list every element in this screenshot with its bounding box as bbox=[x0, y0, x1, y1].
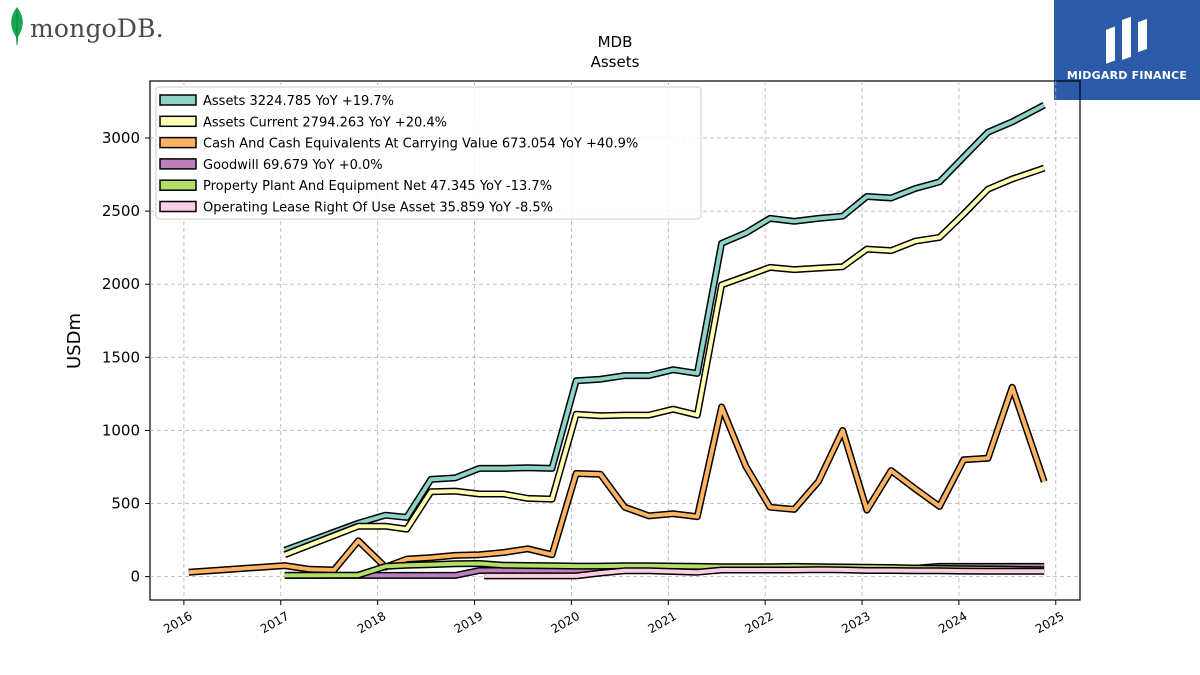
legend-swatch bbox=[159, 115, 197, 128]
series-line-operating-lease-right-of-use-asset bbox=[484, 567, 1045, 578]
mongodb-logo: mongoDB. bbox=[4, 4, 174, 48]
x-tick-label: 2016 bbox=[161, 609, 194, 636]
x-tick-label: 2019 bbox=[452, 609, 485, 636]
legend: Assets 3224.785 YoY +19.7% Assets Current… bbox=[155, 86, 702, 220]
series-line-assets-current bbox=[283, 166, 1045, 557]
y-tick-label: 500 bbox=[111, 495, 140, 513]
midgard-finance-logo: MIDGARD FINANCE bbox=[1054, 0, 1200, 100]
y-tick-label: 2500 bbox=[102, 202, 140, 220]
series-layer bbox=[188, 102, 1048, 580]
series-line-assets bbox=[284, 103, 1046, 553]
legend-label: Operating Lease Right Of Use Asset 35.85… bbox=[203, 201, 553, 216]
y-tick-label: 2000 bbox=[102, 275, 140, 293]
y-tick-label: 3000 bbox=[102, 129, 140, 147]
legend-label: Property Plant And Equipment Net 47.345 … bbox=[203, 179, 552, 194]
x-tick-label: 2021 bbox=[646, 609, 679, 636]
chart-title: MDB bbox=[598, 33, 633, 51]
x-tick-label: 2022 bbox=[742, 609, 775, 636]
legend-swatch bbox=[159, 158, 197, 170]
legend-swatch bbox=[159, 94, 197, 106]
legend-label: Goodwill 69.679 YoY +0.0% bbox=[203, 158, 383, 173]
midgard-wordmark: MIDGARD FINANCE bbox=[1066, 69, 1188, 82]
legend-label: Assets 3224.785 YoY +19.7% bbox=[203, 94, 394, 109]
x-tick-label: 2017 bbox=[258, 609, 291, 636]
legend-swatch bbox=[159, 136, 197, 149]
legend-swatch bbox=[159, 179, 197, 191]
y-tick-label: 0 bbox=[130, 568, 140, 586]
legend-swatch bbox=[159, 200, 197, 213]
x-tick-label: 2023 bbox=[839, 609, 872, 636]
y-tick-label: 1500 bbox=[102, 348, 140, 366]
plot-area bbox=[149, 80, 1081, 601]
x-tick-label: 2018 bbox=[355, 609, 388, 636]
mongodb-wordmark: mongoDB. bbox=[30, 14, 164, 43]
y-tick-label: 1000 bbox=[102, 421, 140, 439]
midgard-mark-icon bbox=[1106, 16, 1147, 64]
x-tick-label: 2020 bbox=[549, 609, 582, 636]
y-axis-label: USDm bbox=[64, 313, 85, 369]
x-tick-label: 2025 bbox=[1033, 609, 1066, 636]
x-tick-label: 2024 bbox=[936, 609, 969, 636]
legend-label: Assets Current 2794.263 YoY +20.4% bbox=[203, 115, 447, 130]
leaf-icon bbox=[11, 7, 23, 45]
legend-label: Cash And Cash Equivalents At Carrying Va… bbox=[203, 137, 638, 152]
chart-subtitle: Assets bbox=[591, 53, 640, 71]
legend-box bbox=[155, 86, 702, 220]
